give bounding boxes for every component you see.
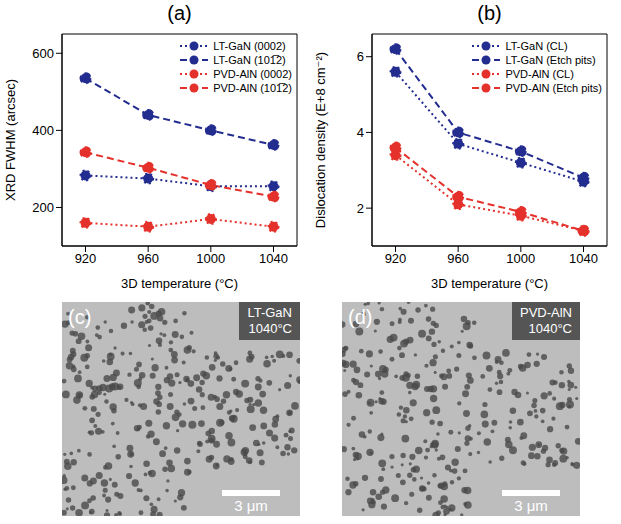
svg-text:4: 4 bbox=[357, 125, 364, 140]
svg-text:3D temperature (°C): 3D temperature (°C) bbox=[121, 276, 238, 291]
svg-text:1000: 1000 bbox=[506, 251, 535, 266]
svg-text:XRD FWHM (arcsec): XRD FWHM (arcsec) bbox=[3, 79, 18, 201]
html-text:(d): (d) bbox=[348, 306, 373, 328]
html-text:PVD-AlN (0002): PVD-AlN (0002) bbox=[213, 68, 292, 80]
svg-text:960: 960 bbox=[447, 251, 469, 266]
html-text:3 μm: 3 μm bbox=[234, 497, 268, 514]
html-text:(a): (a) bbox=[167, 2, 192, 24]
html-text:LT-GaN: LT-GaN bbox=[247, 305, 292, 320]
html-text:LT-GaN (Etch pits): LT-GaN (Etch pits) bbox=[505, 54, 596, 66]
html-text:LT-GaN (0002): LT-GaN (0002) bbox=[213, 40, 286, 52]
svg-text:Dislocation density (E+8 cm⁻²): Dislocation density (E+8 cm⁻²) bbox=[313, 52, 328, 228]
svg-text:920: 920 bbox=[75, 251, 97, 266]
html-text:LT-GaN (CL): LT-GaN (CL) bbox=[505, 40, 568, 52]
svg-text:1040: 1040 bbox=[569, 251, 598, 266]
html-text:(b): (b) bbox=[477, 2, 502, 24]
html-text:PVD-AlN (101̅2): PVD-AlN (101̅2) bbox=[213, 82, 292, 94]
html-text:1040°C: 1040°C bbox=[528, 321, 572, 336]
html-text:(c): (c) bbox=[68, 306, 92, 328]
svg-text:200: 200 bbox=[32, 200, 54, 215]
svg-text:600: 600 bbox=[32, 46, 54, 61]
svg-text:3D temperature (°C): 3D temperature (°C) bbox=[431, 276, 548, 291]
html-text:PVD-AlN (Etch pits): PVD-AlN (Etch pits) bbox=[505, 82, 602, 94]
html-text:PVD-AlN (CL): PVD-AlN (CL) bbox=[505, 68, 574, 80]
svg-text:1000: 1000 bbox=[196, 251, 225, 266]
svg-text:6: 6 bbox=[357, 49, 364, 64]
svg-text:1040: 1040 bbox=[259, 251, 288, 266]
html-text:3 μm: 3 μm bbox=[514, 497, 548, 514]
html-text:1040°C: 1040°C bbox=[248, 321, 292, 336]
svg-text:960: 960 bbox=[137, 251, 159, 266]
html-text:PVD-AlN: PVD-AlN bbox=[520, 305, 572, 320]
svg-text:920: 920 bbox=[385, 251, 407, 266]
html-text:LT-GaN (101̅2): LT-GaN (101̅2) bbox=[213, 54, 286, 66]
svg-text:400: 400 bbox=[32, 123, 54, 138]
svg-text:2: 2 bbox=[357, 201, 364, 216]
